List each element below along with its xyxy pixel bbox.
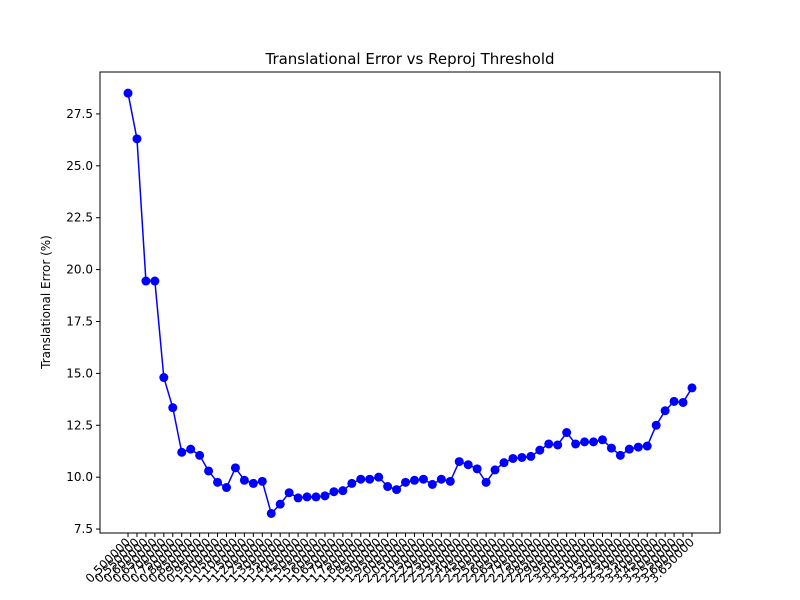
marker [401,477,411,487]
marker [409,475,419,485]
marker [445,476,455,486]
marker [544,439,554,449]
marker [660,406,670,416]
marker [141,276,151,286]
marker [472,464,482,474]
y-tick-label: 15.0 [66,366,93,380]
marker [365,474,375,484]
marker [633,442,643,452]
marker [221,483,231,493]
chart-title: Translational Error vs Reproj Threshold [264,50,554,68]
marker [499,458,509,468]
marker [526,451,536,461]
marker [651,420,661,430]
marker [687,383,697,393]
marker [642,441,652,451]
marker [248,478,258,488]
marker [186,444,196,454]
marker [615,450,625,460]
marker [463,460,473,470]
y-tick-label: 10.0 [66,470,93,484]
y-tick-label: 20.0 [66,263,93,277]
marker [490,465,500,475]
marker [553,440,563,450]
marker [177,447,187,457]
marker [535,445,545,455]
marker [302,492,312,502]
y-tick-label: 12.5 [66,418,93,432]
marker [669,396,679,406]
marker [230,463,240,473]
marker [239,475,249,485]
marker [284,488,294,498]
marker [320,491,330,501]
line [127,93,693,515]
marker [597,435,607,445]
y-tick-label: 17.5 [66,314,93,328]
marker [580,437,590,447]
y-tick-label: 25.0 [66,159,93,173]
marker [508,453,518,463]
marker [678,397,688,407]
marker [589,437,599,447]
marker [374,472,384,482]
y-axis-label: Translational Error (%) [39,235,53,370]
marker [132,134,142,144]
marker [562,428,572,438]
marker [311,492,321,502]
marker [150,276,160,286]
marker [436,474,446,484]
marker [624,444,634,454]
plot-frame [99,71,721,534]
marker [195,450,205,460]
marker [606,443,616,453]
marker [213,477,223,487]
marker [392,485,402,495]
marker [266,508,276,518]
marker [159,373,169,383]
y-tick-label: 7.5 [74,522,93,536]
marker [338,486,348,496]
marker [427,479,437,489]
marker [257,476,267,486]
marker [571,439,581,449]
y-tick-label: 22.5 [66,211,93,225]
marker [204,466,214,476]
marker [123,88,133,98]
marker [481,477,491,487]
marker [347,478,357,488]
y-tick-label: 27.5 [66,107,93,121]
marker [418,474,428,484]
marker [356,474,366,484]
marker [517,452,527,462]
marker [293,493,303,503]
marker [383,482,393,492]
marker [168,403,178,413]
marker [454,457,464,467]
marker [329,487,339,497]
marker [275,499,285,509]
